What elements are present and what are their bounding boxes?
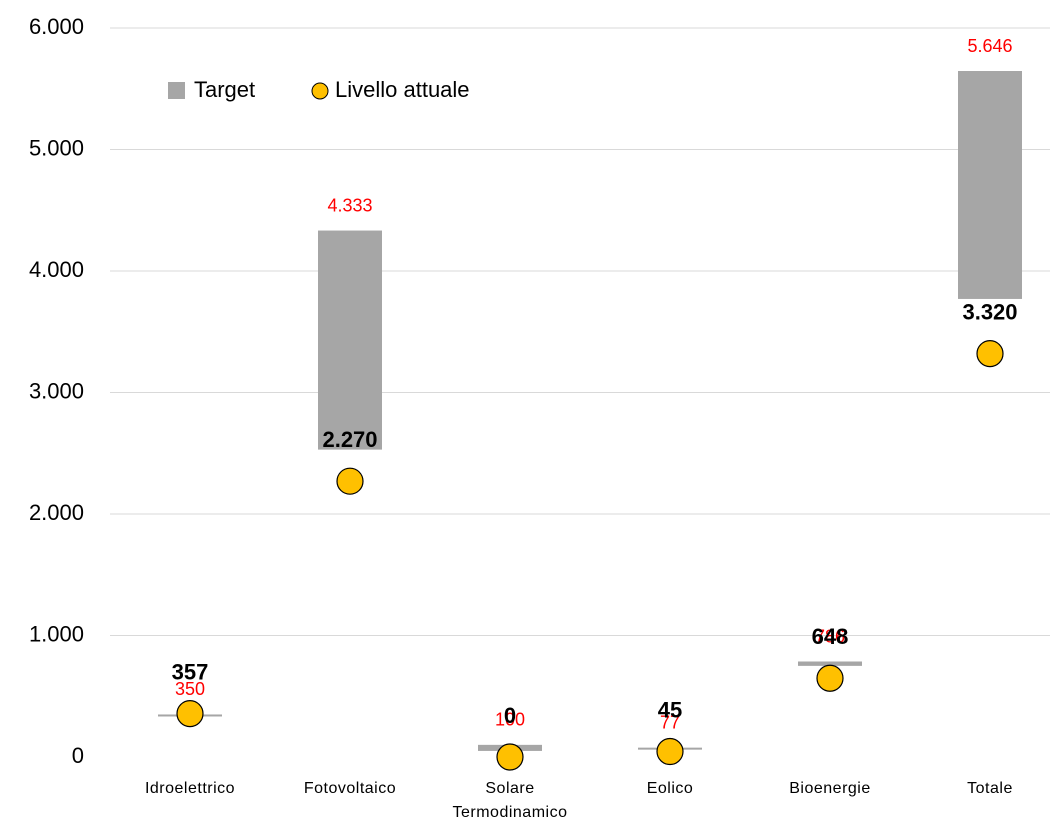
target-label: 4.333 <box>327 195 372 215</box>
legend-label: Target <box>194 77 255 102</box>
current-dot <box>176 700 204 728</box>
target-label: 350 <box>175 679 205 699</box>
y-tick-label: 0 <box>72 743 84 768</box>
current-dot <box>976 340 1004 368</box>
y-tick-label: 4.000 <box>29 257 84 282</box>
current-label: 0 <box>504 703 516 728</box>
x-tick-label: Bioenergie <box>789 780 871 797</box>
current-label: 357 <box>172 659 209 684</box>
target-bar <box>318 230 382 450</box>
y-tick-label: 2.000 <box>29 500 84 525</box>
y-tick-label: 6.000 <box>29 14 84 39</box>
target-bar <box>958 71 1022 299</box>
target-bar <box>798 661 862 666</box>
y-tick-label: 1.000 <box>29 621 84 646</box>
current-dot <box>336 467 364 495</box>
x-tick-label: Eolico <box>646 780 694 797</box>
current-label: 45 <box>658 697 682 722</box>
current-label: 2.270 <box>322 427 377 452</box>
target-label: 100 <box>495 710 525 730</box>
y-tick-label: 3.000 <box>29 378 84 403</box>
current-label: 3.320 <box>962 299 1017 324</box>
target-label: 77 <box>660 712 680 732</box>
legend-label: Livello attuale <box>335 77 470 102</box>
x-tick-label: Totale <box>967 780 1013 797</box>
legend-swatch <box>168 82 185 99</box>
current-label: 648 <box>812 624 849 649</box>
target-label: 5.646 <box>967 36 1012 56</box>
y-tick-label: 5.000 <box>29 135 84 160</box>
current-dot <box>816 664 844 692</box>
x-tick-label: Fotovoltaico <box>303 780 397 797</box>
x-tick-label: Solare Termodinamico <box>452 780 568 821</box>
x-tick-label: Idroelettrico <box>144 780 236 797</box>
current-dot <box>656 737 684 766</box>
current-dot <box>496 743 524 771</box>
target-label: 786 <box>815 626 845 646</box>
legend-swatch <box>311 82 329 100</box>
